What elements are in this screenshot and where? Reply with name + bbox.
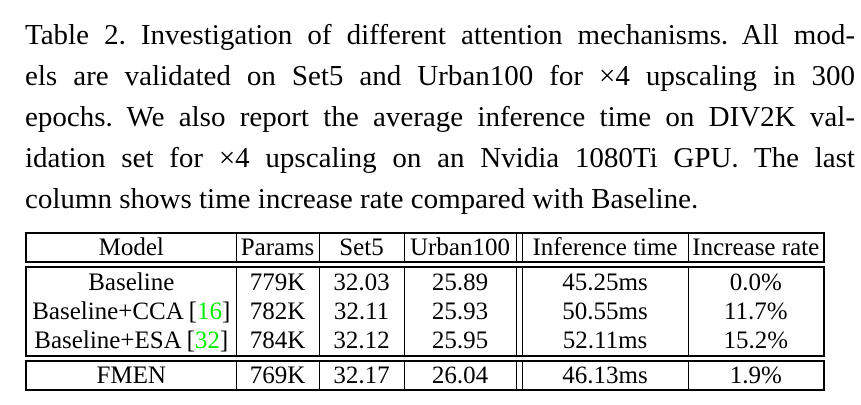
- model-name: Baseline+ESA [: [34, 327, 195, 354]
- header-cell-set5: Set5: [318, 233, 405, 262]
- cell-params: 779K: [235, 267, 320, 297]
- table-2: Model Params Set5 Urban100 Inference tim…: [25, 232, 825, 391]
- citation-link-16[interactable]: 16: [196, 298, 222, 325]
- cell-params: 784K: [235, 326, 320, 356]
- table-caption: Table 2. Investigation of different atte…: [25, 15, 855, 220]
- cell-inference-time: 46.13ms: [521, 361, 689, 390]
- cell-increase-rate: 11.7%: [687, 297, 825, 326]
- bracket: ]: [219, 327, 229, 354]
- header-cell-urban100: Urban100: [403, 233, 517, 262]
- cell-inference-time: 45.25ms: [521, 267, 689, 297]
- cell-increase-rate: 0.0%: [687, 267, 825, 297]
- cell-model: FMEN: [25, 361, 237, 390]
- citation-link-32[interactable]: 32: [194, 327, 220, 354]
- cell-model: Baseline+CCA [16]: [25, 297, 237, 326]
- cell-params: 782K: [235, 297, 320, 326]
- model-name: Baseline+CCA [: [32, 298, 197, 325]
- caption-line: column shows time increase rate compared…: [25, 183, 699, 215]
- cell-inference-time: 52.11ms: [521, 326, 689, 356]
- bracket: ]: [221, 298, 231, 325]
- table-body-block: Baseline 779K 32.03 25.89 45.25ms 0.0% B…: [25, 266, 825, 357]
- cell-model: Baseline: [25, 267, 237, 297]
- table-row-baseline: Baseline 779K 32.03 25.89 45.25ms 0.0%: [25, 267, 825, 297]
- table-fmen-block: FMEN 769K 32.17 26.04 46.13ms 1.9%: [25, 360, 825, 391]
- cell-increase-rate: 1.9%: [687, 361, 825, 390]
- table-row-baseline-esa: Baseline+ESA [32] 784K 32.12 25.95 52.11…: [25, 326, 825, 356]
- header-cell-model: Model: [25, 233, 237, 262]
- cell-inference-time: 50.55ms: [521, 297, 689, 326]
- header-cell-increase-rate: Increase rate: [687, 233, 825, 262]
- cell-params: 769K: [235, 361, 320, 390]
- caption-line: Table 2. Investigation of different atte…: [25, 19, 855, 51]
- caption-line: epochs. We also report the average infer…: [25, 101, 855, 133]
- model-name: Baseline: [88, 269, 175, 296]
- cell-increase-rate: 15.2%: [687, 326, 825, 356]
- caption-line: els are validated on Set5 and Urban100 f…: [25, 60, 855, 92]
- cell-urban100: 25.95: [403, 326, 517, 356]
- cell-urban100: 26.04: [403, 361, 517, 390]
- cell-set5: 32.12: [318, 326, 405, 356]
- table-row-fmen: FMEN 769K 32.17 26.04 46.13ms 1.9%: [25, 361, 825, 390]
- table-row-baseline-cca: Baseline+CCA [16] 782K 32.11 25.93 50.55…: [25, 297, 825, 326]
- cell-urban100: 25.93: [403, 297, 517, 326]
- header-row: Model Params Set5 Urban100 Inference tim…: [25, 233, 825, 262]
- cell-model: Baseline+ESA [32]: [25, 326, 237, 356]
- cell-set5: 32.17: [318, 361, 405, 390]
- table-header-block: Model Params Set5 Urban100 Inference tim…: [25, 232, 825, 263]
- header-cell-inference-time: Inference time: [521, 233, 689, 262]
- header-cell-params: Params: [235, 233, 320, 262]
- paper-page: Table 2. Investigation of different atte…: [0, 15, 861, 391]
- cell-set5: 32.03: [318, 267, 405, 297]
- caption-line: idation set for ×4 upscaling on an Nvidi…: [25, 142, 855, 174]
- cell-set5: 32.11: [318, 297, 405, 326]
- cell-urban100: 25.89: [403, 267, 517, 297]
